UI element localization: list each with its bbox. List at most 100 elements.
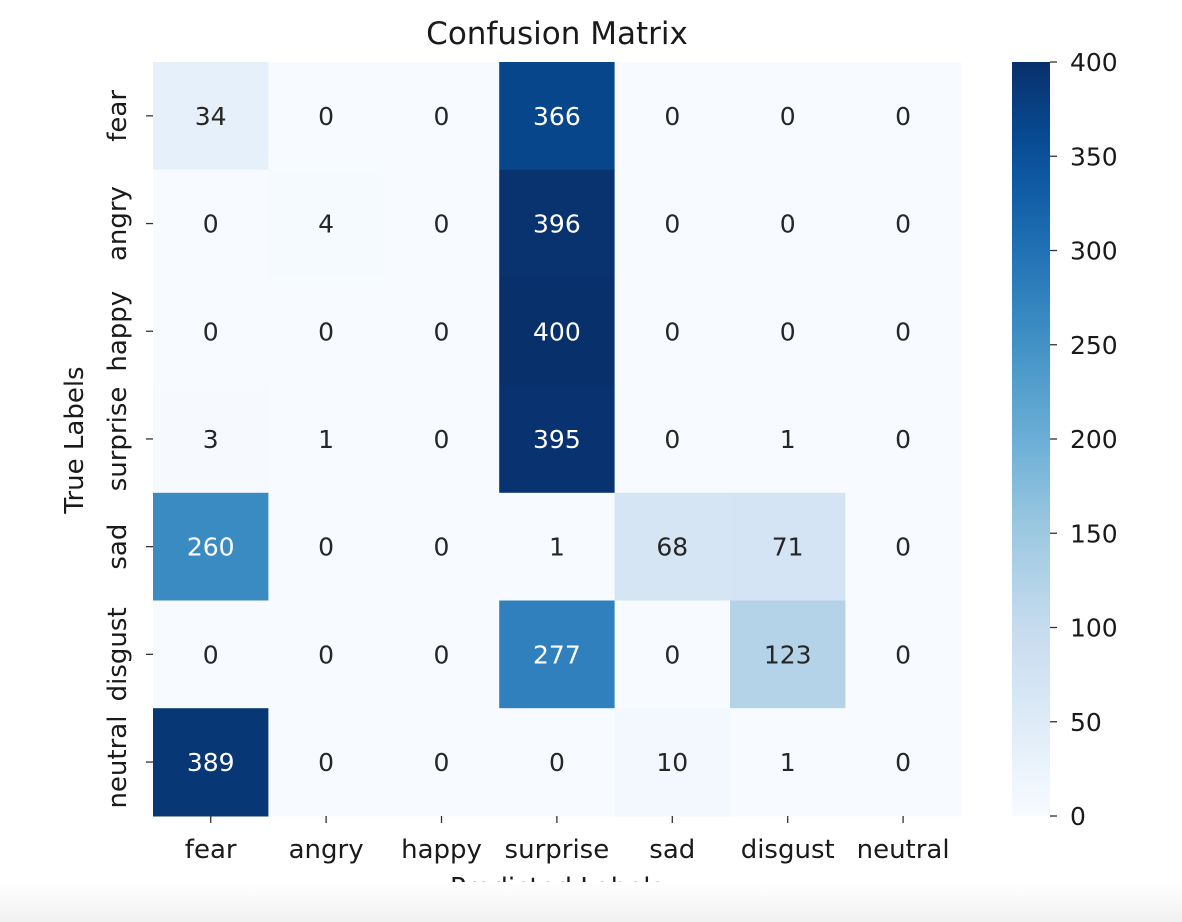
heatmap-cell xyxy=(153,169,269,278)
cell-value-label: 0 xyxy=(434,102,450,131)
y-tick-label: neutral xyxy=(103,716,133,809)
cell-value-label: 400 xyxy=(533,317,581,346)
y-tick-label: surprise xyxy=(103,387,133,492)
heatmap-cells: 34 0 0 366 0 0 00 4 0 396 0 0 00 0 0 400 0 0 03 1 0 395 0 1 0260… xyxy=(153,62,962,817)
heatmap-cell xyxy=(499,62,616,171)
heatmap-cell xyxy=(268,492,385,602)
cell-value-label: 68 xyxy=(656,533,688,562)
cell-value-label: 0 xyxy=(434,748,450,777)
heatmap-cell xyxy=(845,600,962,709)
cell-value-label: 10 xyxy=(656,748,688,777)
heatmap-cell xyxy=(268,169,385,278)
cell-value-label: 0 xyxy=(895,210,911,239)
heatmap-cell xyxy=(268,385,385,494)
x-axis-ticks: fear angry happy surprise sad disgust neutral xyxy=(185,816,950,865)
cell-value-label: 0 xyxy=(434,210,450,239)
heatmap-cell xyxy=(730,708,846,817)
heatmap-cell xyxy=(614,708,731,817)
cell-value-label: 277 xyxy=(533,640,581,669)
y-tick-label: angry xyxy=(103,186,133,261)
colorbar-tick-label: 200 xyxy=(1070,425,1118,454)
cell-value-label: 0 xyxy=(549,748,565,777)
heatmap-cell xyxy=(614,169,731,278)
cell-value-label: 0 xyxy=(203,640,219,669)
heatmap-cell xyxy=(730,277,846,386)
cell-value-label: 4 xyxy=(318,210,334,239)
x-tick-label: angry xyxy=(289,835,364,865)
x-tick-label: surprise xyxy=(505,835,610,865)
heatmap-cell xyxy=(153,708,269,817)
cell-value-label: 0 xyxy=(318,748,334,777)
heatmap-cell xyxy=(268,62,385,171)
heatmap-cell xyxy=(730,600,846,709)
y-tick-label: disgust xyxy=(103,607,133,701)
cell-value-label: 1 xyxy=(318,425,334,454)
heatmap-cell xyxy=(499,277,616,386)
cell-value-label: 0 xyxy=(664,210,680,239)
cell-value-label: 0 xyxy=(780,102,796,131)
heatmap-cell xyxy=(383,169,500,278)
cell-value-label: 0 xyxy=(318,102,334,131)
cell-value-label: 0 xyxy=(318,317,334,346)
heatmap-cell xyxy=(614,492,731,602)
cell-value-label: 1 xyxy=(549,533,565,562)
heatmap-cell xyxy=(499,385,616,494)
y-axis-ticks: fear angry happy surprise sad disgust neutral xyxy=(103,90,153,809)
y-axis-label: True Labels xyxy=(60,366,90,514)
colorbar-tick-label: 350 xyxy=(1070,142,1118,171)
heatmap-cell xyxy=(499,169,616,278)
heatmap-cell xyxy=(383,492,500,602)
cell-value-label: 0 xyxy=(434,640,450,669)
heatmap-cell xyxy=(499,492,616,602)
cell-value-label: 0 xyxy=(664,425,680,454)
cell-value-label: 260 xyxy=(187,533,235,562)
cell-value-label: 0 xyxy=(434,317,450,346)
cell-value-label: 0 xyxy=(895,640,911,669)
cell-value-label: 0 xyxy=(434,425,450,454)
colorbar-ticks: 0 50 100 150 200 250 300 350 400 xyxy=(1050,48,1118,831)
heatmap-cell xyxy=(845,62,962,171)
heatmap-cell xyxy=(845,277,962,386)
heatmap-cell xyxy=(730,385,846,494)
heatmap-cell xyxy=(268,600,385,709)
heatmap-cell xyxy=(614,600,731,709)
colorbar-tick-label: 300 xyxy=(1070,237,1118,266)
cell-value-label: 71 xyxy=(772,533,804,562)
heatmap-cell xyxy=(845,385,962,494)
cell-value-label: 0 xyxy=(895,425,911,454)
heatmap-cell xyxy=(383,385,500,494)
colorbar-tick-label: 100 xyxy=(1070,614,1118,643)
bottom-fade xyxy=(0,882,1182,922)
cell-value-label: 0 xyxy=(203,210,219,239)
heatmap-cell xyxy=(268,708,385,817)
heatmap-cell xyxy=(845,169,962,278)
heatmap-cell xyxy=(383,600,500,709)
cell-value-label: 396 xyxy=(533,210,581,239)
heatmap-cell xyxy=(614,62,731,171)
heatmap-cell xyxy=(153,600,269,709)
heatmap-cell xyxy=(153,62,269,171)
cell-value-label: 389 xyxy=(187,748,235,777)
heatmap-cell xyxy=(383,277,500,386)
colorbar-tick-label: 150 xyxy=(1070,519,1118,548)
cell-value-label: 1 xyxy=(780,425,796,454)
heatmap-cell xyxy=(499,708,616,817)
y-tick-label: fear xyxy=(103,90,133,142)
chart-title: Confusion Matrix xyxy=(426,16,688,52)
heatmap-cell xyxy=(614,385,731,494)
cell-value-label: 395 xyxy=(533,425,581,454)
heatmap-cell xyxy=(730,169,846,278)
cell-value-label: 0 xyxy=(664,317,680,346)
heatmap-cell xyxy=(153,492,269,602)
x-tick-label: sad xyxy=(649,835,695,865)
cell-value-label: 0 xyxy=(895,317,911,346)
cell-value-label: 1 xyxy=(780,748,796,777)
heatmap-cell xyxy=(383,62,500,171)
cell-value-label: 0 xyxy=(318,533,334,562)
colorbar-tick-label: 50 xyxy=(1070,708,1102,737)
colorbar xyxy=(1012,62,1050,816)
x-tick-label: disgust xyxy=(741,835,835,865)
cell-value-label: 366 xyxy=(533,102,581,131)
x-tick-label: neutral xyxy=(857,835,950,865)
